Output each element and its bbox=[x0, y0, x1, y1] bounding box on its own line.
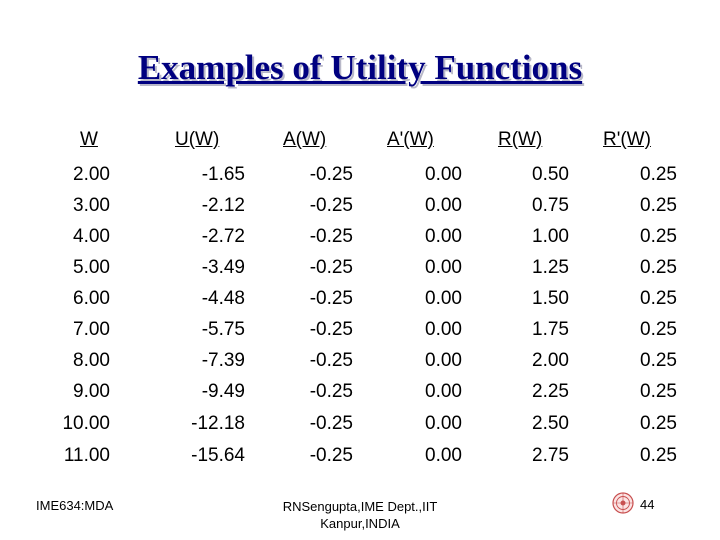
table-cell: 0.00 bbox=[425, 257, 462, 278]
column-header: A'(W) bbox=[387, 129, 434, 150]
column-header: U(W) bbox=[175, 129, 220, 150]
table-cell: 6.00 bbox=[73, 288, 110, 309]
table-cell: -0.25 bbox=[309, 195, 353, 216]
table-cell: 0.00 bbox=[425, 226, 462, 247]
table-cell: 1.25 bbox=[532, 257, 569, 278]
table-cell: 8.00 bbox=[73, 350, 110, 371]
table-cell: -0.25 bbox=[309, 226, 353, 247]
table-cell: -5.75 bbox=[201, 319, 245, 340]
table-cell: 0.25 bbox=[640, 350, 677, 371]
slide-title: Examples of Utility Functions bbox=[137, 48, 583, 87]
page-number: 44 bbox=[640, 497, 655, 512]
table-cell: -2.12 bbox=[201, 195, 245, 216]
table-cell: 11.00 bbox=[63, 445, 110, 466]
table-cell: -12.18 bbox=[191, 413, 245, 434]
table-cell: -0.25 bbox=[309, 164, 353, 185]
table-cell: 1.75 bbox=[532, 319, 569, 340]
table-cell: -2.72 bbox=[201, 226, 245, 247]
table-cell: -4.48 bbox=[201, 288, 245, 309]
table-cell: 0.00 bbox=[425, 413, 462, 434]
table-cell: 2.00 bbox=[532, 350, 569, 371]
table-cell: 0.25 bbox=[640, 195, 677, 216]
table-cell: -0.25 bbox=[309, 413, 353, 434]
table-cell: 0.25 bbox=[640, 413, 677, 434]
table-cell: 0.25 bbox=[640, 257, 677, 278]
table-cell: -15.64 bbox=[191, 445, 245, 466]
table-cell: -0.25 bbox=[309, 350, 353, 371]
footer-course: IME634:MDA bbox=[36, 498, 114, 513]
table-cell: 2.25 bbox=[532, 381, 569, 402]
table-cell: 0.25 bbox=[640, 445, 677, 466]
footer-author-line1: RNSengupta,IME Dept.,IIT bbox=[282, 499, 438, 514]
institute-seal-icon bbox=[612, 492, 634, 514]
footer-author-line2: Kanpur,INDIA bbox=[320, 516, 400, 531]
table-cell: 0.00 bbox=[425, 164, 462, 185]
table-cell: 1.50 bbox=[532, 288, 569, 309]
table-cell: 1.00 bbox=[532, 226, 569, 247]
table-cell: -3.49 bbox=[201, 257, 245, 278]
table-cell: 2.75 bbox=[532, 445, 569, 466]
table-cell: 0.25 bbox=[640, 319, 677, 340]
column-header: W bbox=[80, 129, 98, 150]
column-header: R(W) bbox=[498, 129, 543, 150]
table-cell: -0.25 bbox=[309, 288, 353, 309]
table-cell: 0.75 bbox=[532, 195, 569, 216]
table-cell: 0.25 bbox=[640, 164, 677, 185]
table-cell: 0.50 bbox=[532, 164, 569, 185]
column-header: R'(W) bbox=[603, 129, 651, 150]
table-cell: 0.25 bbox=[640, 381, 677, 402]
table-cell: 9.00 bbox=[73, 381, 110, 402]
table-cell: -0.25 bbox=[309, 381, 353, 402]
column-header: A(W) bbox=[283, 129, 327, 150]
table-cell: 0.25 bbox=[640, 288, 677, 309]
table-cell: 3.00 bbox=[73, 195, 110, 216]
table-cell: 0.00 bbox=[425, 350, 462, 371]
table-cell: 0.25 bbox=[640, 226, 677, 247]
table-cell: -1.65 bbox=[201, 164, 245, 185]
table-cell: 0.00 bbox=[425, 381, 462, 402]
table-cell: 0.00 bbox=[425, 195, 462, 216]
table-cell: 0.00 bbox=[425, 288, 462, 309]
table-cell: -0.25 bbox=[309, 319, 353, 340]
table-cell: 0.00 bbox=[425, 319, 462, 340]
table-cell: -9.49 bbox=[201, 381, 245, 402]
table-cell: 2.50 bbox=[532, 413, 569, 434]
table-cell: 10.00 bbox=[62, 413, 110, 434]
table-cell: 0.00 bbox=[425, 445, 462, 466]
table-cell: -0.25 bbox=[309, 445, 353, 466]
table-cell: 4.00 bbox=[73, 226, 110, 247]
table-cell: 5.00 bbox=[73, 257, 110, 278]
table-cell: 2.00 bbox=[73, 164, 110, 185]
table-cell: -0.25 bbox=[309, 257, 353, 278]
table-cell: 7.00 bbox=[73, 319, 110, 340]
table-cell: -7.39 bbox=[201, 350, 245, 371]
footer-author: RNSengupta,IME Dept.,IIT Kanpur,INDIA bbox=[250, 498, 470, 532]
